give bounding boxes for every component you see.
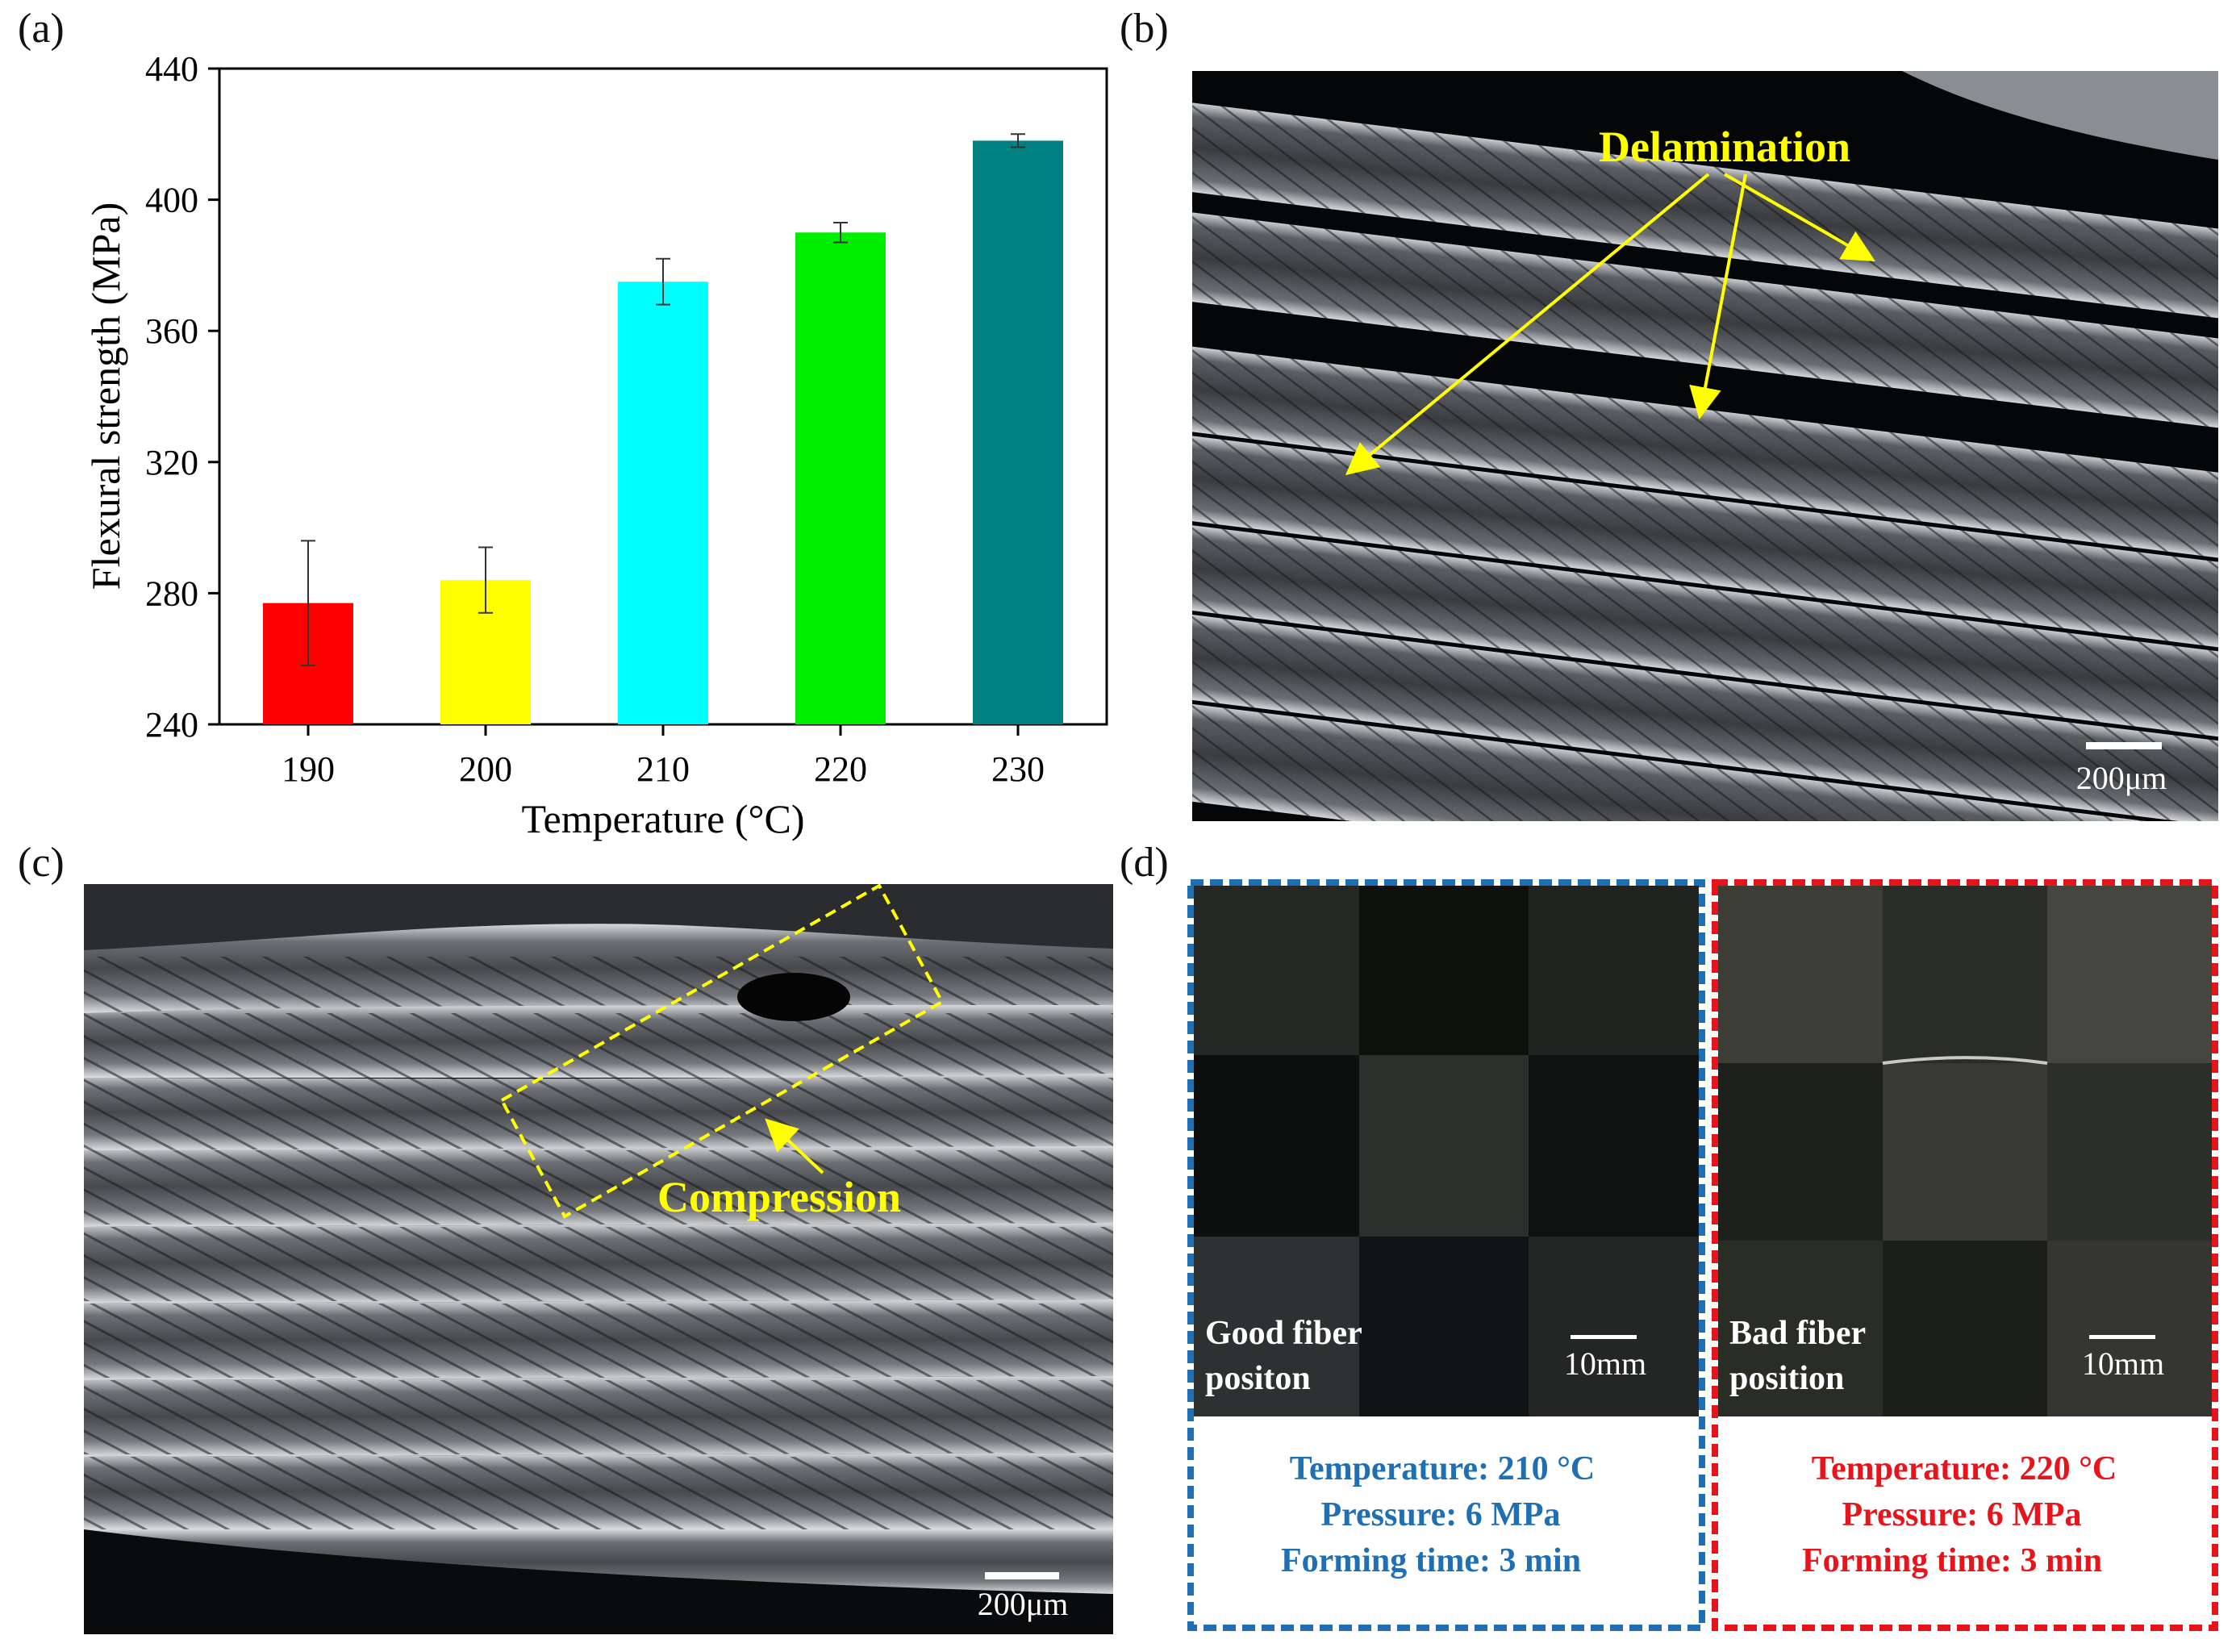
good-fiber-label-line1: Good fiber — [1205, 1315, 1362, 1352]
fiber-position-panel: Good fiber positon 10mm Temperature: 210… — [1187, 879, 2218, 1631]
compression-arrow — [765, 1118, 824, 1174]
bad-dashed-border — [1712, 879, 2218, 1631]
delamination-arrow-3 — [1345, 173, 1710, 476]
error-bar-190 — [301, 540, 315, 666]
y-tick-label: 240 — [145, 705, 198, 745]
delamination-label: Delamination — [1599, 123, 1850, 171]
scale-bar-good — [1571, 1335, 1637, 1339]
error-bar-210 — [656, 257, 670, 306]
y-axis-ticks: 240 280 320 360 400 440 — [145, 49, 219, 745]
panel-label-c: (c) — [18, 840, 65, 886]
delamination-arrow-1 — [1723, 173, 1875, 262]
good-fiber-label-line2: positon — [1205, 1360, 1311, 1397]
x-axis-ticks: 190 200 210 220 230 — [282, 724, 1045, 789]
y-tick-label: 360 — [145, 311, 198, 351]
bad-fiber-label-line1: Bad fiber — [1729, 1315, 1866, 1352]
good-temperature: Temperature: 210 °C — [1290, 1450, 1595, 1487]
bar-chart: 240 280 320 360 400 440 190 200 210 220 230 Flexu… — [83, 49, 1108, 841]
panel-label-a: (a) — [18, 6, 65, 52]
scale-bar-c — [985, 1572, 1059, 1579]
scale-bar-good-label: 10mm — [1564, 1345, 1646, 1382]
good-pressure: Pressure: 6 MPa — [1320, 1496, 1560, 1533]
scale-bar-b — [2086, 742, 2162, 749]
bad-pressure: Pressure: 6 MPa — [1842, 1496, 2081, 1533]
y-tick-label: 440 — [145, 49, 198, 89]
x-tick-label: 190 — [282, 749, 335, 789]
bad-temperature: Temperature: 220 °C — [1812, 1450, 2117, 1487]
x-tick-label: 230 — [991, 749, 1045, 789]
scale-bar-c-label: 200μm — [978, 1586, 1069, 1622]
micrograph-b: Delamination 200μm — [1192, 71, 2218, 821]
bar-210 — [618, 282, 708, 725]
y-tick-label: 400 — [145, 181, 198, 220]
delamination-arrow-2 — [1689, 173, 1747, 419]
scale-bar-bad — [2089, 1335, 2155, 1339]
bars-group — [263, 133, 1063, 725]
error-bar-220 — [833, 222, 848, 244]
good-forming-time: Forming time: 3 min — [1281, 1542, 1581, 1579]
panel-label-d: (d) — [1120, 840, 1169, 886]
compression-zone-box — [499, 884, 945, 1219]
scale-bar-b-label: 200μm — [2076, 760, 2167, 796]
error-bar-230 — [1011, 133, 1025, 148]
bar-230 — [973, 140, 1063, 724]
y-axis-label: Flexural strength (MPa) — [83, 202, 128, 590]
error-bar-200 — [478, 546, 493, 614]
panel-label-b: (b) — [1120, 6, 1169, 52]
good-dashed-border — [1187, 879, 1705, 1631]
compression-label: Compression — [657, 1173, 901, 1221]
x-tick-label: 200 — [459, 749, 512, 789]
scale-bar-bad-label: 10mm — [2082, 1345, 2164, 1382]
good-fiber-panel: Good fiber positon 10mm Temperature: 210… — [1187, 879, 1705, 1631]
micrograph-c: Compression 200μm — [84, 884, 1113, 1634]
bad-fiber-label-line2: position — [1729, 1360, 1844, 1397]
bad-forming-time: Forming time: 3 min — [1802, 1542, 2102, 1579]
bar-220 — [795, 232, 886, 724]
x-axis-label: Temperature (°C) — [521, 796, 804, 841]
y-tick-label: 280 — [145, 574, 198, 613]
bad-fiber-panel: Bad fiber position 10mm Temperature: 220… — [1712, 879, 2218, 1631]
x-tick-label: 220 — [814, 749, 867, 789]
x-tick-label: 210 — [636, 749, 690, 789]
y-tick-label: 320 — [145, 443, 198, 482]
